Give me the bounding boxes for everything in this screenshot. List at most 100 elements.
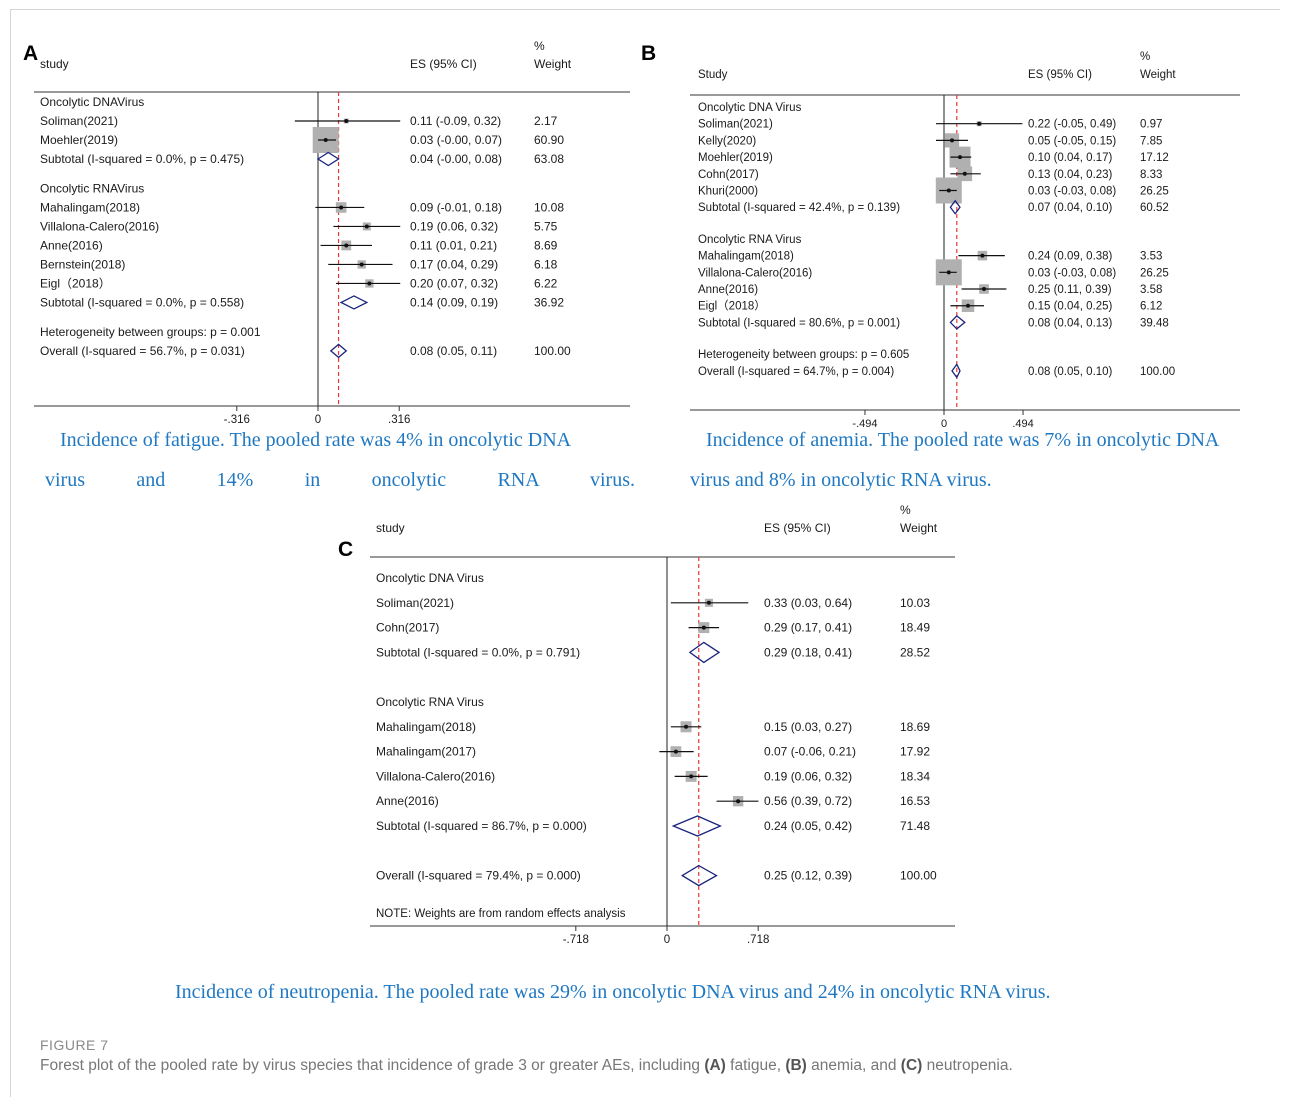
point-estimate — [950, 138, 954, 143]
effect-size-label: 0.03 (-0.03, 0.08) — [1028, 186, 1116, 198]
effect-size-label: 0.10 (0.04, 0.17) — [1028, 152, 1113, 164]
study-name: Anne(2016) — [40, 238, 103, 252]
header-percent: % — [1140, 51, 1150, 63]
study-name: Villalona-Calero(2016) — [40, 219, 159, 233]
figure-caption-part: (C) — [900, 1057, 923, 1074]
header-es: ES (95% CI) — [764, 521, 831, 535]
pooled-diamond — [671, 815, 722, 837]
weight-label: 26.25 — [1140, 267, 1169, 279]
figure-caption-part: anemia, and — [806, 1057, 901, 1074]
study-name: Villalona-Calero(2016) — [698, 267, 812, 279]
weight-label: 3.58 — [1140, 284, 1162, 296]
effect-size-label: 0.08 (0.05, 0.10) — [1028, 366, 1113, 378]
study-name: Anne(2016) — [376, 794, 439, 808]
figure-caption-part: fatigue, — [725, 1057, 786, 1074]
weight-label: 26.25 — [1140, 186, 1169, 198]
effect-size-label: 0.14 (0.09, 0.19) — [410, 295, 498, 309]
study-name: Soliman(2021) — [40, 114, 118, 128]
header-study: study — [40, 57, 69, 71]
study-name: Mahalingam(2017) — [376, 745, 476, 759]
heterogeneity-text: Heterogeneity between groups: p = 0.001 — [40, 325, 261, 339]
weight-label: 2.17 — [534, 114, 558, 128]
weight-label: 3.53 — [1140, 251, 1162, 263]
weight-label: 8.33 — [1140, 169, 1162, 181]
study-name: Kelly(2020) — [698, 135, 756, 147]
study-name: Khuri(2000) — [698, 186, 758, 198]
weight-label: 17.12 — [1140, 152, 1169, 164]
study-name: Subtotal (I-squared = 0.0%, p = 0.558) — [40, 295, 244, 309]
study-name: Overall (I-squared = 79.4%, p = 0.000) — [376, 869, 581, 883]
point-estimate — [364, 224, 369, 229]
study-name: Subtotal (I-squared = 42.4%, p = 0.139) — [698, 202, 900, 214]
effect-size-label: 0.15 (0.04, 0.25) — [1028, 301, 1113, 313]
effect-size-label: 0.25 (0.11, 0.39) — [1028, 284, 1112, 296]
effect-size-label: 0.22 (-0.05, 0.49) — [1028, 119, 1116, 131]
x-tick-label: 0 — [315, 414, 321, 426]
effect-size-label: 0.08 (0.04, 0.13) — [1028, 317, 1113, 329]
study-name: Moehler(2019) — [698, 152, 773, 164]
study-name: Subtotal (I-squared = 0.0%, p = 0.791) — [376, 645, 580, 659]
point-estimate — [977, 121, 982, 126]
forest-plot-c-svg: study ES (95% CI)% Weight -.718 0 .718 Oncolyt… — [370, 503, 955, 946]
caption-a-line1: Incidence of fatigue. The pooled rate wa… — [60, 429, 572, 451]
point-estimate — [344, 119, 349, 123]
header-percent: % — [900, 503, 911, 517]
weight-label: 8.69 — [534, 238, 558, 252]
header-study: Study — [698, 69, 728, 81]
x-tick-label: -.316 — [224, 414, 250, 426]
caption-b-line1: Incidence of anemia. The pooled rate was… — [706, 429, 1220, 451]
weight-label: 17.92 — [900, 745, 930, 759]
point-estimate — [689, 774, 694, 779]
weight-label: 10.03 — [900, 596, 930, 610]
header-percent: % — [534, 39, 545, 53]
point-estimate — [966, 303, 970, 308]
study-name: Moehler(2019) — [40, 133, 118, 147]
effect-size-label: 0.08 (0.05, 0.11) — [410, 344, 497, 358]
point-estimate — [339, 205, 344, 210]
effect-size-label: 0.04 (-0.00, 0.08) — [410, 152, 502, 166]
weight-label: 18.69 — [900, 720, 930, 734]
weight-label: 0.97 — [1140, 119, 1162, 131]
effect-size-label: 0.11 (0.01, 0.21) — [410, 238, 497, 252]
caption-b-line2: virus and 8% in oncolytic RNA virus. — [690, 469, 992, 491]
weight-label: 60.52 — [1140, 202, 1169, 214]
pooled-diamond — [949, 199, 961, 215]
study-name: Cohn(2017) — [376, 621, 439, 635]
panel-letter-c: C — [338, 538, 354, 561]
heterogeneity-text: Heterogeneity between groups: p = 0.605 — [698, 349, 909, 361]
weight-label: 36.92 — [534, 295, 564, 309]
weight-label: 7.85 — [1140, 135, 1162, 147]
study-name: Mahalingam(2018) — [698, 251, 794, 263]
effect-size-label: 0.24 (0.09, 0.38) — [1028, 251, 1113, 263]
point-estimate — [946, 188, 951, 193]
header-weight: Weight — [900, 521, 938, 535]
group-title: Oncolytic DNA Virus — [376, 571, 484, 585]
study-name: Subtotal (I-squared = 80.6%, p = 0.001) — [698, 317, 900, 329]
point-estimate — [367, 281, 372, 286]
study-name: Anne(2016) — [698, 284, 758, 296]
weight-label: 6.22 — [534, 276, 558, 290]
forest-plot-a-svg: study ES (95% CI)% Weight -.316 0 .316 Oncolyt… — [34, 39, 630, 426]
effect-size-label: 0.24 (0.05, 0.42) — [764, 819, 852, 833]
x-tick-label: -.718 — [563, 934, 589, 946]
weight-label: 6.12 — [1140, 301, 1162, 313]
x-tick-label: 0 — [941, 418, 947, 430]
effect-size-label: 0.29 (0.17, 0.41) — [764, 621, 852, 635]
header-weight: Weight — [534, 57, 572, 71]
weight-label: 6.18 — [534, 257, 558, 271]
study-name: Soliman(2021) — [698, 119, 773, 131]
effect-size-label: 0.07 (-0.06, 0.21) — [764, 745, 856, 759]
point-estimate — [323, 138, 328, 142]
effect-size-label: 0.15 (0.03, 0.27) — [764, 720, 852, 734]
effect-size-label: 0.33 (0.03, 0.64) — [764, 596, 852, 610]
effect-size-label: 0.19 (0.06, 0.32) — [764, 769, 852, 783]
effect-size-label: 0.29 (0.18, 0.41) — [764, 645, 852, 659]
weight-label: 16.53 — [900, 794, 930, 808]
point-estimate — [962, 171, 967, 176]
point-estimate — [344, 243, 349, 248]
effect-size-label: 0.11 (-0.09, 0.32) — [410, 114, 501, 128]
point-estimate — [359, 262, 364, 267]
figure-caption: Forest plot of the pooled rate by virus … — [40, 1057, 1013, 1075]
figure-caption-part: (B) — [785, 1057, 807, 1074]
group-title: Oncolytic RNA Virus — [376, 695, 484, 709]
